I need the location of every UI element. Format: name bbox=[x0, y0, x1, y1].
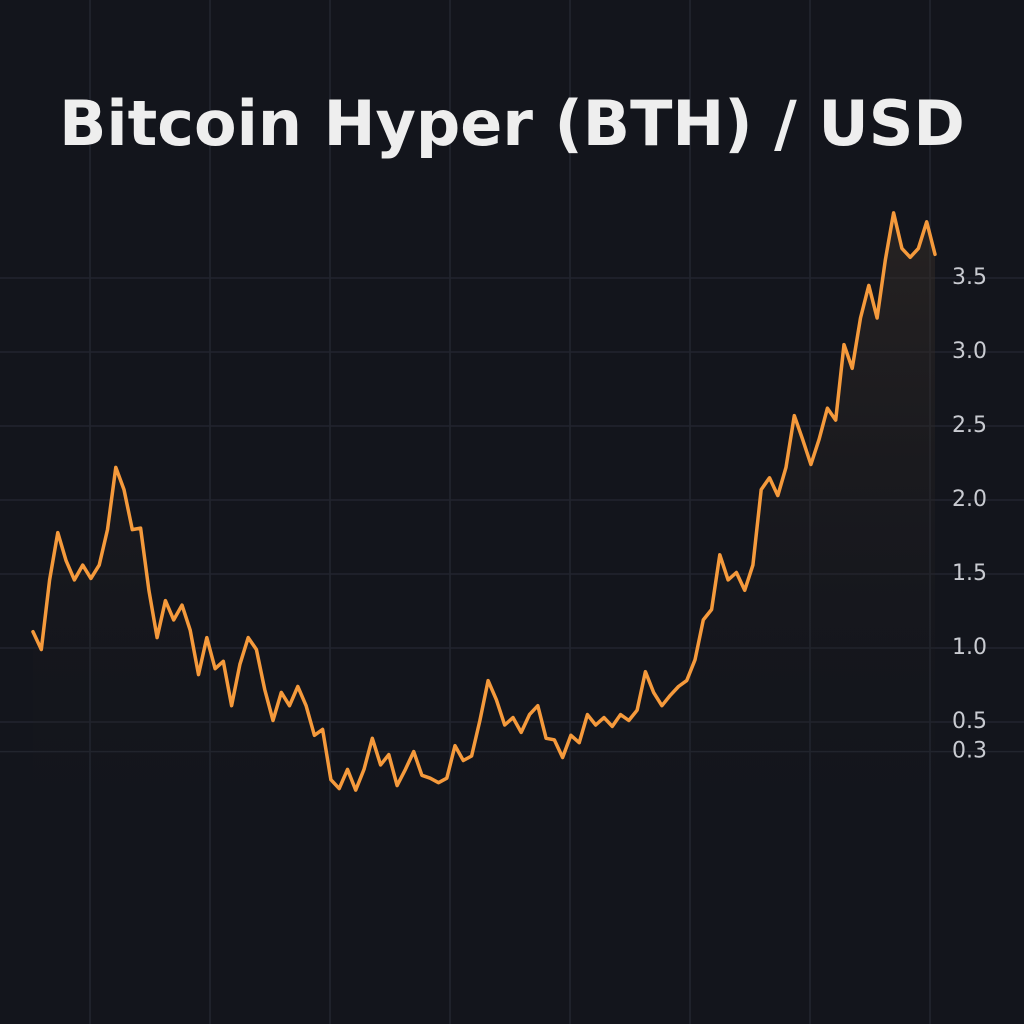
y-tick-label: 0.3 bbox=[952, 739, 987, 764]
y-tick-label: 1.0 bbox=[952, 635, 987, 660]
y-tick-label: 1.5 bbox=[952, 561, 987, 586]
y-tick-label: 2.0 bbox=[952, 487, 987, 512]
y-tick-label: 3.0 bbox=[952, 339, 987, 364]
y-tick-label: 2.5 bbox=[952, 413, 987, 438]
price-line bbox=[31, 211, 937, 792]
area bbox=[33, 212, 935, 860]
y-tick-label: 3.5 bbox=[952, 265, 987, 290]
y-tick-label: 0.5 bbox=[952, 709, 987, 734]
chart-title: Bitcoin Hyper (BTH) / USD bbox=[59, 87, 965, 160]
